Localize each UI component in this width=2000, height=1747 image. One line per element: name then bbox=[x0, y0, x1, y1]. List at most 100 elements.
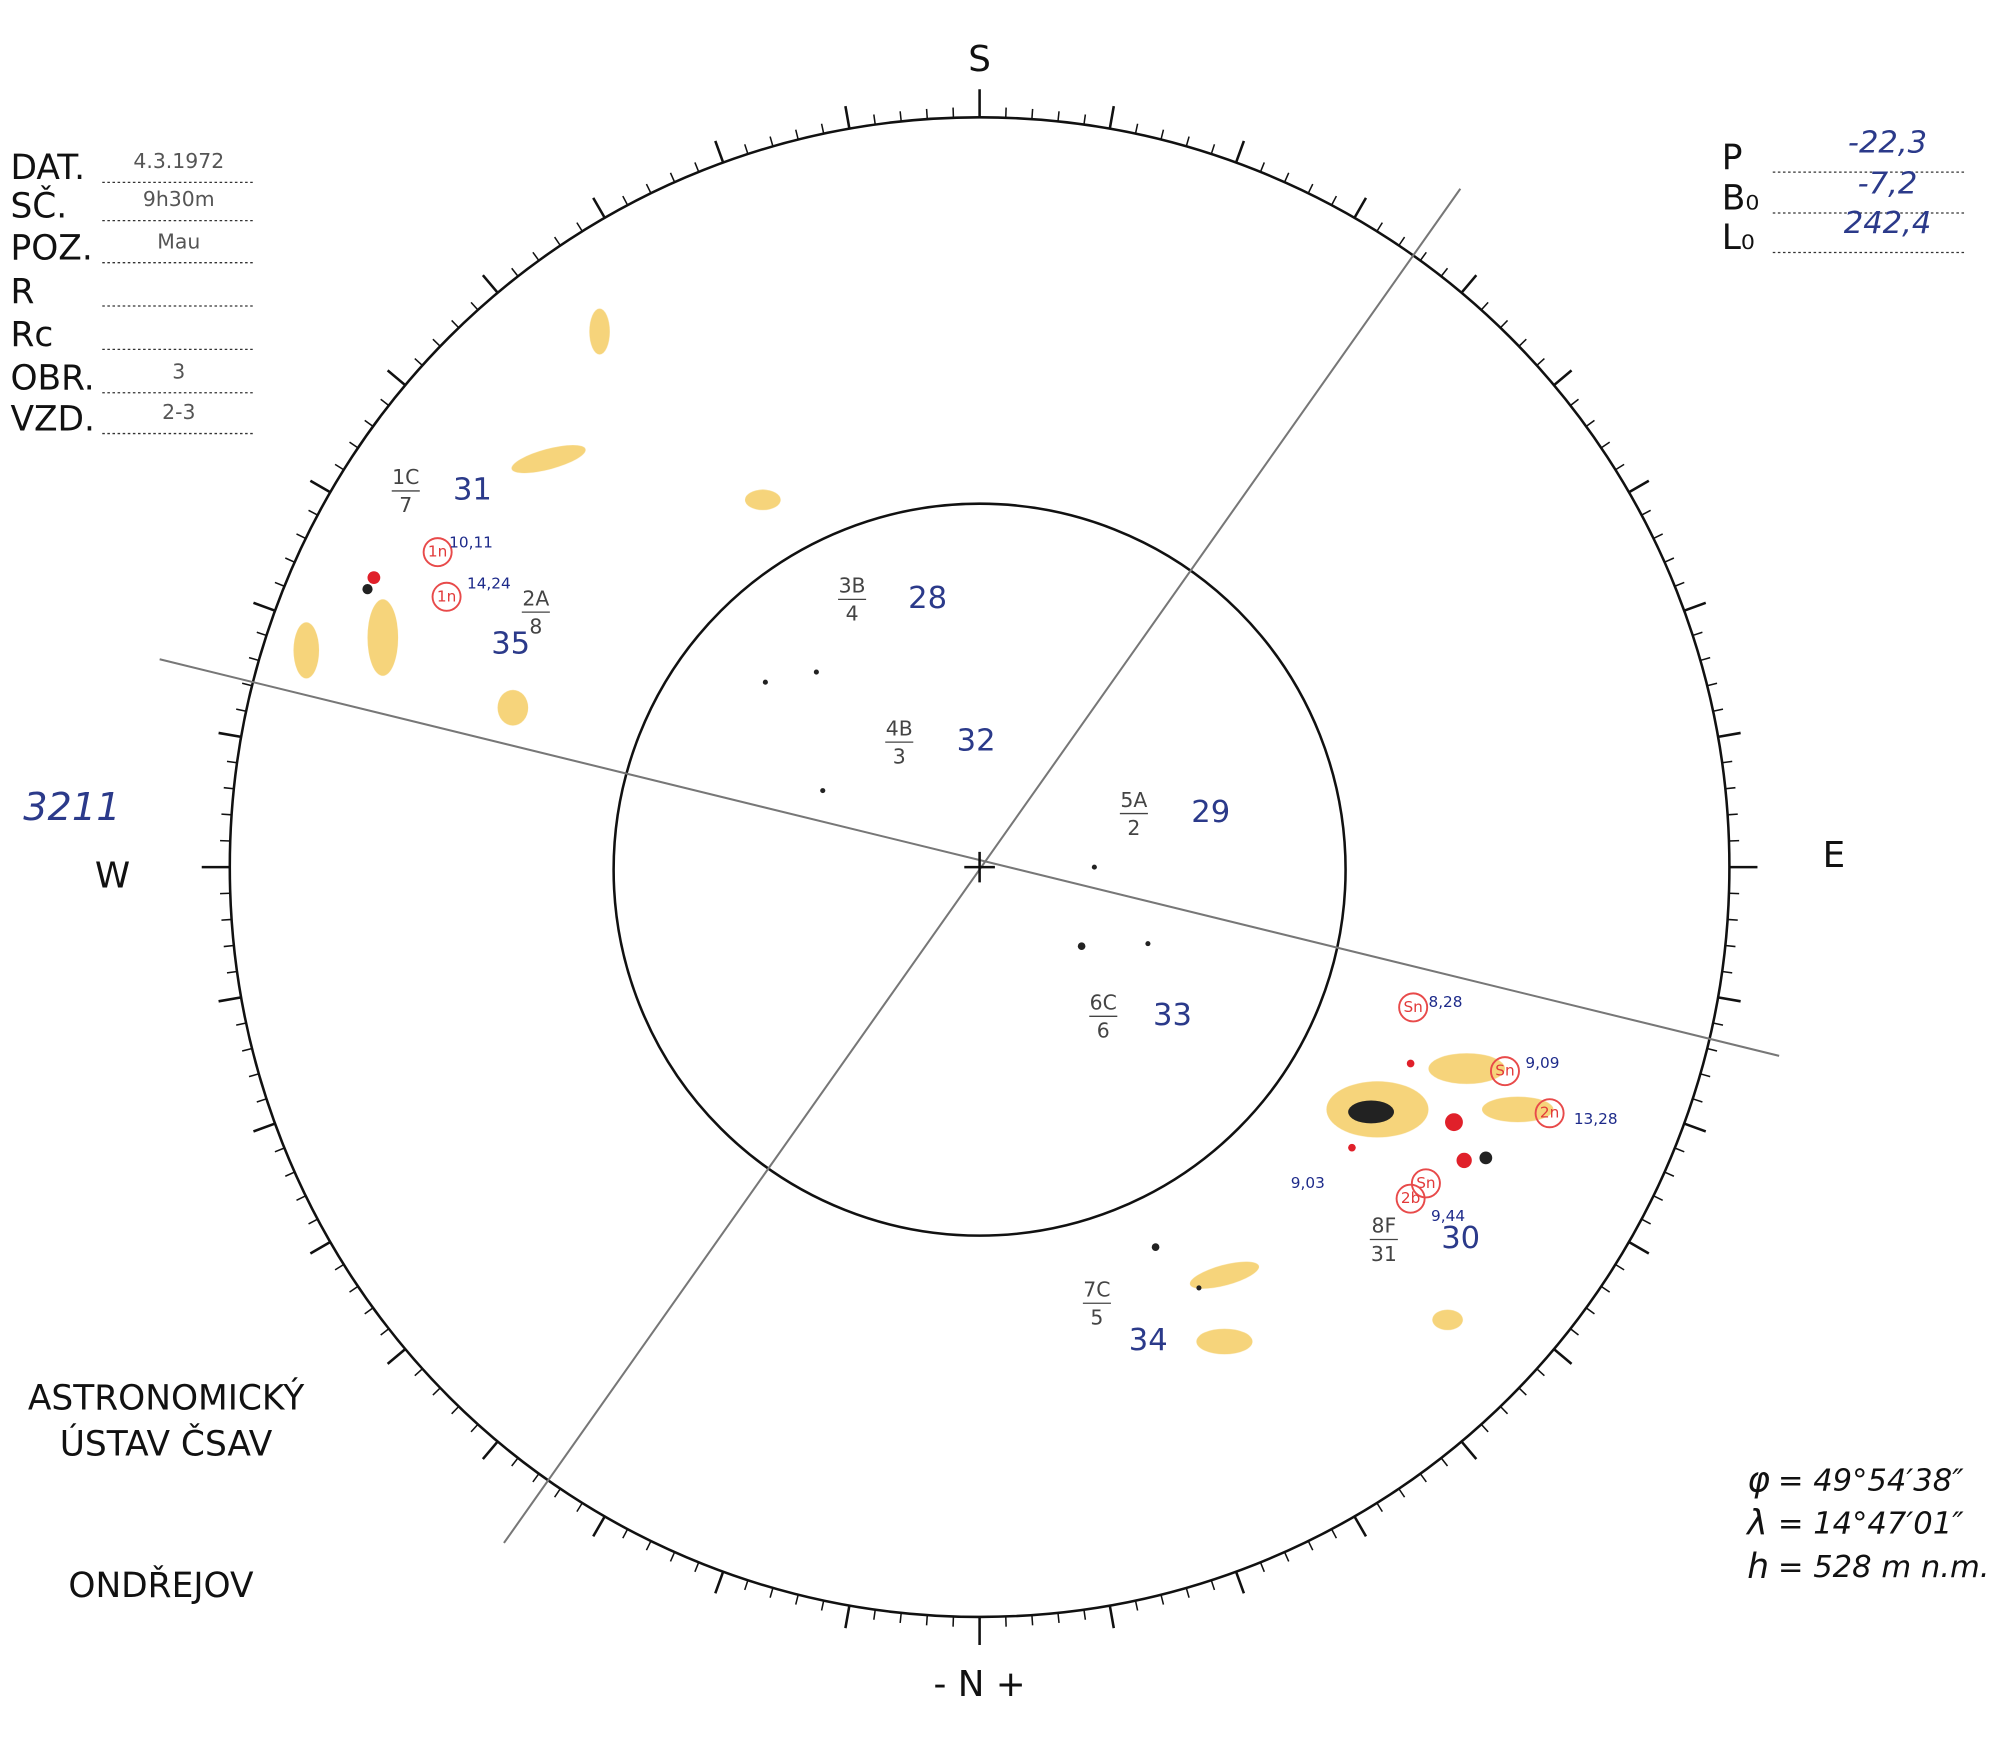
limb-tick bbox=[1398, 1488, 1406, 1498]
limb-tick bbox=[1628, 1240, 1650, 1255]
limb-tick bbox=[1460, 274, 1478, 294]
flare-time: 9,09 bbox=[1525, 1054, 1559, 1072]
flare-circle bbox=[1534, 1098, 1565, 1129]
flare-importance: 2b bbox=[1401, 1189, 1420, 1207]
limb-tick bbox=[1480, 301, 1489, 311]
group-number: 33 bbox=[1153, 998, 1192, 1033]
group-number: 30 bbox=[1441, 1221, 1480, 1256]
limb-tick bbox=[414, 1368, 423, 1377]
limb-tick bbox=[1628, 479, 1650, 494]
limb-tick bbox=[645, 1540, 652, 1551]
limb-tick bbox=[1160, 129, 1165, 140]
center-cross bbox=[964, 851, 995, 883]
limb-tick bbox=[218, 731, 242, 739]
spot-areas bbox=[293, 308, 1554, 1355]
limb-tick bbox=[1641, 1218, 1652, 1225]
flare-importance: Sn bbox=[1495, 1062, 1514, 1080]
limb-tick bbox=[1160, 1594, 1165, 1605]
limb-tick bbox=[1725, 944, 1736, 948]
field-value: 2-3 bbox=[162, 400, 195, 424]
limb-tick bbox=[1653, 1195, 1664, 1201]
flare-circle bbox=[422, 537, 453, 568]
group-count: 7 bbox=[399, 493, 412, 517]
limb-tick bbox=[1307, 1540, 1314, 1551]
limb-tick bbox=[844, 105, 851, 129]
limb-tick bbox=[1185, 1587, 1190, 1598]
limb-tick bbox=[1398, 236, 1406, 246]
limb-tick bbox=[1283, 1551, 1290, 1562]
field-value: 3 bbox=[172, 359, 185, 383]
limb-tick bbox=[309, 1240, 331, 1255]
group-class: 2A bbox=[522, 586, 549, 610]
inner-circle bbox=[612, 502, 1347, 1237]
field-label: B₀ bbox=[1722, 179, 1759, 219]
limb-tick bbox=[669, 1551, 676, 1562]
limb-tick bbox=[248, 1073, 260, 1078]
group-class: 8F bbox=[1371, 1214, 1396, 1238]
limb-tick bbox=[253, 601, 276, 612]
flare-time: 10,11 bbox=[449, 534, 493, 552]
limb-tick bbox=[553, 1488, 561, 1498]
limb-tick bbox=[1259, 162, 1266, 173]
limb-tick bbox=[1499, 319, 1509, 329]
flare-importance: 1n bbox=[437, 587, 456, 605]
location-value: = 14°47′01″ bbox=[1778, 1507, 1964, 1542]
limb-tick bbox=[1376, 1502, 1383, 1513]
field-label: VZD. bbox=[10, 399, 95, 439]
limb-tick bbox=[1536, 1368, 1545, 1377]
limb-tick bbox=[349, 1285, 359, 1293]
limb-tick bbox=[284, 1171, 295, 1177]
limb-tick bbox=[1083, 1609, 1087, 1620]
group-number: 28 bbox=[908, 581, 947, 616]
limb-tick bbox=[226, 970, 238, 974]
flare-time: 14,24 bbox=[467, 575, 511, 593]
limb-tick bbox=[1722, 760, 1733, 764]
limb-tick bbox=[532, 251, 540, 261]
limb-tick bbox=[1083, 114, 1087, 125]
flare-marks bbox=[367, 571, 1472, 1169]
flare-time: 9,03 bbox=[1291, 1174, 1325, 1192]
field-label: POZ. bbox=[10, 228, 92, 268]
limb-tick bbox=[284, 557, 295, 563]
limb-tick bbox=[226, 760, 238, 764]
compass-label: - N + bbox=[934, 1664, 1026, 1705]
limb-tick bbox=[1712, 708, 1724, 712]
limb-tick bbox=[451, 1405, 460, 1415]
limb-tick bbox=[236, 708, 247, 712]
group-class: 5A bbox=[1120, 788, 1147, 812]
limb-tick bbox=[1600, 1285, 1611, 1293]
group-class: 4B bbox=[886, 716, 913, 740]
limb-tick bbox=[592, 197, 606, 219]
limb-tick bbox=[576, 222, 583, 232]
limb-tick bbox=[1108, 105, 1116, 129]
limb-tick bbox=[296, 1195, 307, 1201]
limb-tick bbox=[1553, 1348, 1573, 1365]
field-label: Rc bbox=[10, 315, 53, 355]
limb-tick bbox=[256, 1098, 267, 1103]
limb-tick bbox=[481, 1440, 499, 1460]
limb-tick bbox=[794, 129, 799, 140]
limb-tick bbox=[820, 123, 825, 134]
limb-tick bbox=[511, 1457, 519, 1467]
group-class: 6C bbox=[1090, 991, 1117, 1015]
limb-tick bbox=[1725, 786, 1736, 790]
limb-tick bbox=[1727, 813, 1738, 816]
compass-label: W bbox=[95, 855, 130, 896]
compass-label: S bbox=[968, 39, 991, 80]
limb-tick bbox=[1615, 463, 1625, 471]
limb-tick bbox=[1615, 1263, 1625, 1271]
limb-tick bbox=[253, 1122, 276, 1133]
limb-tick bbox=[1717, 996, 1741, 1003]
limb-tick bbox=[532, 1473, 540, 1483]
limb-tick bbox=[1712, 1022, 1724, 1026]
limb-tick bbox=[296, 533, 307, 540]
limb-tick bbox=[1353, 1515, 1368, 1537]
flare-importance: Sn bbox=[1403, 998, 1422, 1016]
limb-tick bbox=[1134, 1600, 1139, 1611]
limb-tick bbox=[334, 1263, 345, 1271]
limb-tick bbox=[451, 319, 460, 329]
limb-tick bbox=[669, 172, 676, 183]
location-value: = 528 m n.m. bbox=[1778, 1550, 1990, 1585]
